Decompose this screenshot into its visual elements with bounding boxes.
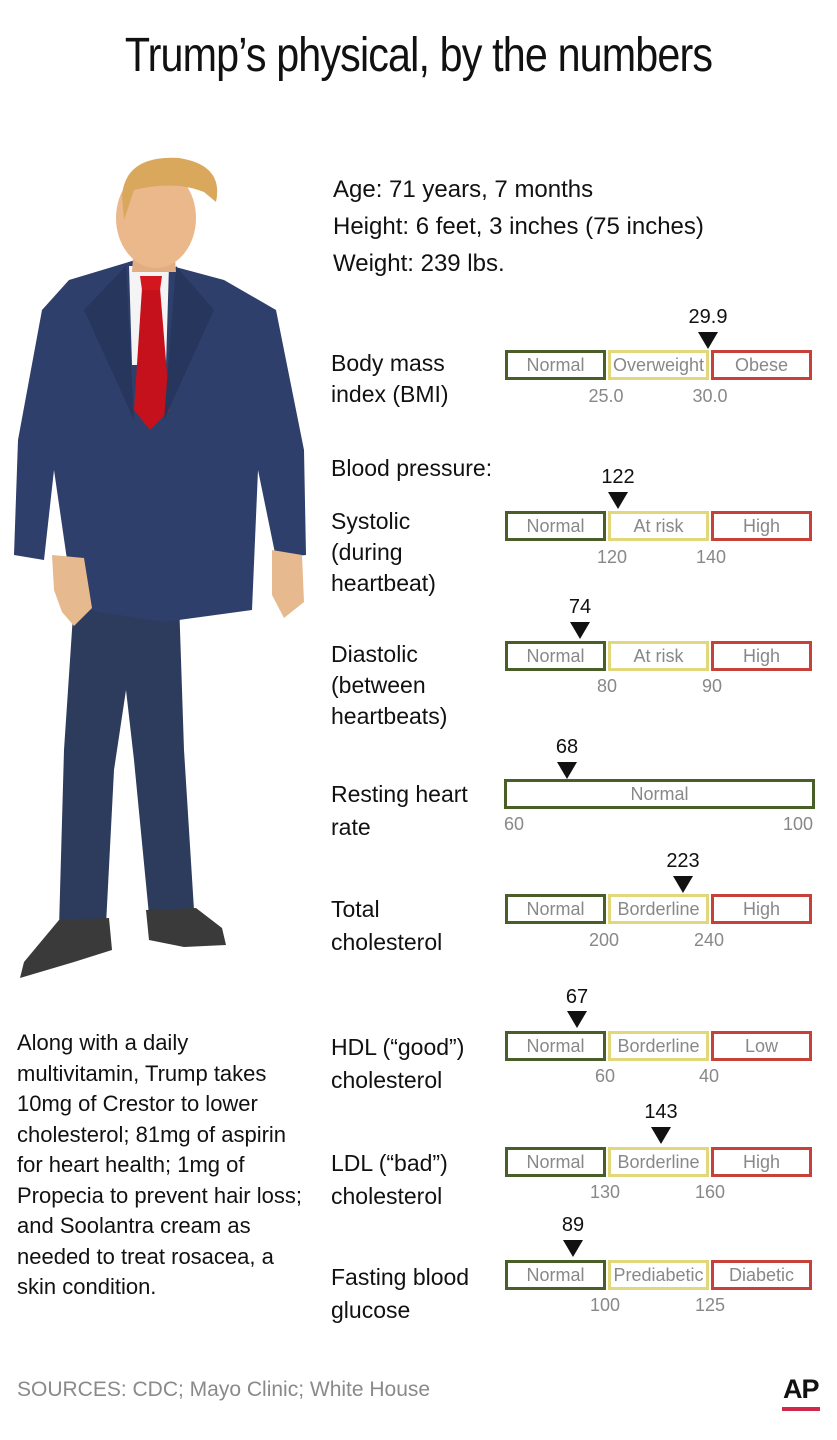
- bmi-label: Body mass index (BMI): [331, 348, 449, 410]
- diastolic-label: Diastolic (between heartbeats): [331, 639, 447, 732]
- ldl-tick: 130: [589, 1182, 621, 1202]
- total-cholesterol-segment-high: High: [711, 894, 812, 924]
- bmi-value: 29.9: [688, 306, 728, 328]
- systolic-label-line: Systolic: [331, 508, 411, 534]
- sources-credit: SOURCES: CDC; Mayo Clinic; White House: [17, 1378, 431, 1401]
- total-cholesterol-label: Total cholesterol: [331, 893, 442, 959]
- glucose-segment-diabetic: Diabetic: [711, 1260, 812, 1290]
- total-cholesterol-segment-normal: Normal: [505, 894, 606, 924]
- glucose-segment-prediabetic: Prediabetic: [608, 1260, 709, 1290]
- patient-stats: Age: 71 years, 7 months Height: 6 feet, …: [333, 171, 704, 282]
- hdl-marker: [567, 1011, 587, 1028]
- bmi-scale: Normal Overweight Obese: [505, 350, 812, 380]
- heart-rate-scale: Normal: [504, 779, 815, 809]
- ap-logo: AP: [783, 1374, 820, 1404]
- glucose-label: Fasting blood glucose: [331, 1261, 469, 1327]
- ldl-label-line: LDL (“bad”): [331, 1150, 448, 1176]
- systolic-label: Systolic (during heartbeat): [331, 506, 436, 599]
- heart-rate-segment-normal: Normal: [504, 779, 815, 809]
- systolic-marker: [608, 492, 628, 509]
- diastolic-label-line: heartbeats): [331, 703, 448, 729]
- glucose-tick: 125: [694, 1295, 726, 1315]
- weight-stat: Weight: 239 lbs.: [333, 250, 505, 277]
- glucose-label-line: glucose: [331, 1297, 411, 1323]
- diastolic-label-line: Diastolic: [331, 641, 418, 667]
- ldl-segment-high: High: [711, 1147, 812, 1177]
- bmi-segment-obese: Obese: [711, 350, 812, 380]
- glucose-label-line: Fasting blood: [331, 1264, 470, 1290]
- glucose-value: 89: [561, 1214, 585, 1236]
- total-cholesterol-segment-borderline: Borderline: [608, 894, 709, 924]
- total-cholesterol-label-line: Total: [331, 896, 380, 922]
- total-cholesterol-marker: [673, 876, 693, 893]
- ldl-marker: [651, 1127, 671, 1144]
- systolic-label-line: (during: [331, 539, 403, 565]
- diastolic-tick: 80: [596, 676, 618, 696]
- systolic-label-line: heartbeat): [331, 570, 436, 596]
- ldl-label: LDL (“bad”) cholesterol: [331, 1147, 448, 1213]
- diastolic-tick: 90: [701, 676, 723, 696]
- bmi-marker: [698, 332, 718, 349]
- ldl-tick: 160: [694, 1182, 726, 1202]
- medication-notes: Along with a daily multivitamin, Trump t…: [17, 1030, 302, 1299]
- systolic-tick: 140: [695, 547, 727, 567]
- heart-rate-label-line: Resting heart: [331, 781, 468, 807]
- hdl-label-line: cholesterol: [331, 1067, 443, 1093]
- glucose-scale: Normal Prediabetic Diabetic: [505, 1260, 812, 1290]
- systolic-segment-high: High: [711, 511, 812, 541]
- page-title: Trump’s physical, by the numbers: [124, 29, 713, 82]
- ldl-label-line: cholesterol: [331, 1183, 443, 1209]
- systolic-scale: Normal At risk High: [505, 511, 812, 541]
- hdl-segment-borderline: Borderline: [608, 1031, 709, 1061]
- glucose-segment-normal: Normal: [505, 1260, 606, 1290]
- total-cholesterol-tick: 240: [693, 930, 725, 950]
- diastolic-marker: [570, 622, 590, 639]
- hdl-value: 67: [565, 986, 589, 1008]
- total-cholesterol-value: 223: [666, 850, 700, 872]
- ldl-segment-borderline: Borderline: [608, 1147, 709, 1177]
- person-illustration: [14, 157, 306, 978]
- ap-logo-underline: [782, 1407, 820, 1411]
- bmi-tick: 30.0: [692, 386, 728, 406]
- diastolic-segment-at-risk: At risk: [608, 641, 709, 671]
- ldl-value: 143: [644, 1101, 678, 1123]
- hdl-scale: Normal Borderline Low: [505, 1031, 812, 1061]
- heart-rate-tick: 60: [503, 814, 525, 834]
- heart-rate-value: 68: [555, 736, 579, 758]
- age-stat: Age: 71 years, 7 months: [333, 176, 594, 203]
- diastolic-scale: Normal At risk High: [505, 641, 812, 671]
- height-stat: Height: 6 feet, 3 inches (75 inches): [333, 213, 704, 240]
- systolic-segment-normal: Normal: [505, 511, 606, 541]
- systolic-tick: 120: [596, 547, 628, 567]
- total-cholesterol-tick: 200: [588, 930, 620, 950]
- heart-rate-label-line: rate: [331, 814, 371, 840]
- blood-pressure-heading: Blood pressure:: [331, 455, 493, 481]
- glucose-tick: 100: [589, 1295, 621, 1315]
- systolic-segment-at-risk: At risk: [608, 511, 709, 541]
- heart-rate-label: Resting heart rate: [331, 778, 468, 844]
- bmi-label-line: Body mass: [331, 350, 445, 376]
- hdl-tick: 60: [594, 1066, 616, 1086]
- heart-rate-marker: [557, 762, 577, 779]
- heart-rate-tick: 100: [782, 814, 814, 834]
- ldl-segment-normal: Normal: [505, 1147, 606, 1177]
- ldl-scale: Normal Borderline High: [505, 1147, 812, 1177]
- bmi-segment-overweight: Overweight: [608, 350, 709, 380]
- diastolic-segment-normal: Normal: [505, 641, 606, 671]
- hdl-segment-normal: Normal: [505, 1031, 606, 1061]
- total-cholesterol-scale: Normal Borderline High: [505, 894, 812, 924]
- bmi-label-line: index (BMI): [331, 381, 449, 407]
- hdl-label: HDL (“good”) cholesterol: [331, 1031, 464, 1097]
- hdl-tick: 40: [698, 1066, 720, 1086]
- glucose-marker: [563, 1240, 583, 1257]
- bmi-tick: 25.0: [588, 386, 624, 406]
- diastolic-label-line: (between: [331, 672, 426, 698]
- total-cholesterol-label-line: cholesterol: [331, 929, 443, 955]
- hdl-label-line: HDL (“good”): [331, 1034, 465, 1060]
- diastolic-value: 74: [568, 596, 592, 618]
- diastolic-segment-high: High: [711, 641, 812, 671]
- hdl-segment-low: Low: [711, 1031, 812, 1061]
- systolic-value: 122: [601, 466, 635, 488]
- bmi-segment-normal: Normal: [505, 350, 606, 380]
